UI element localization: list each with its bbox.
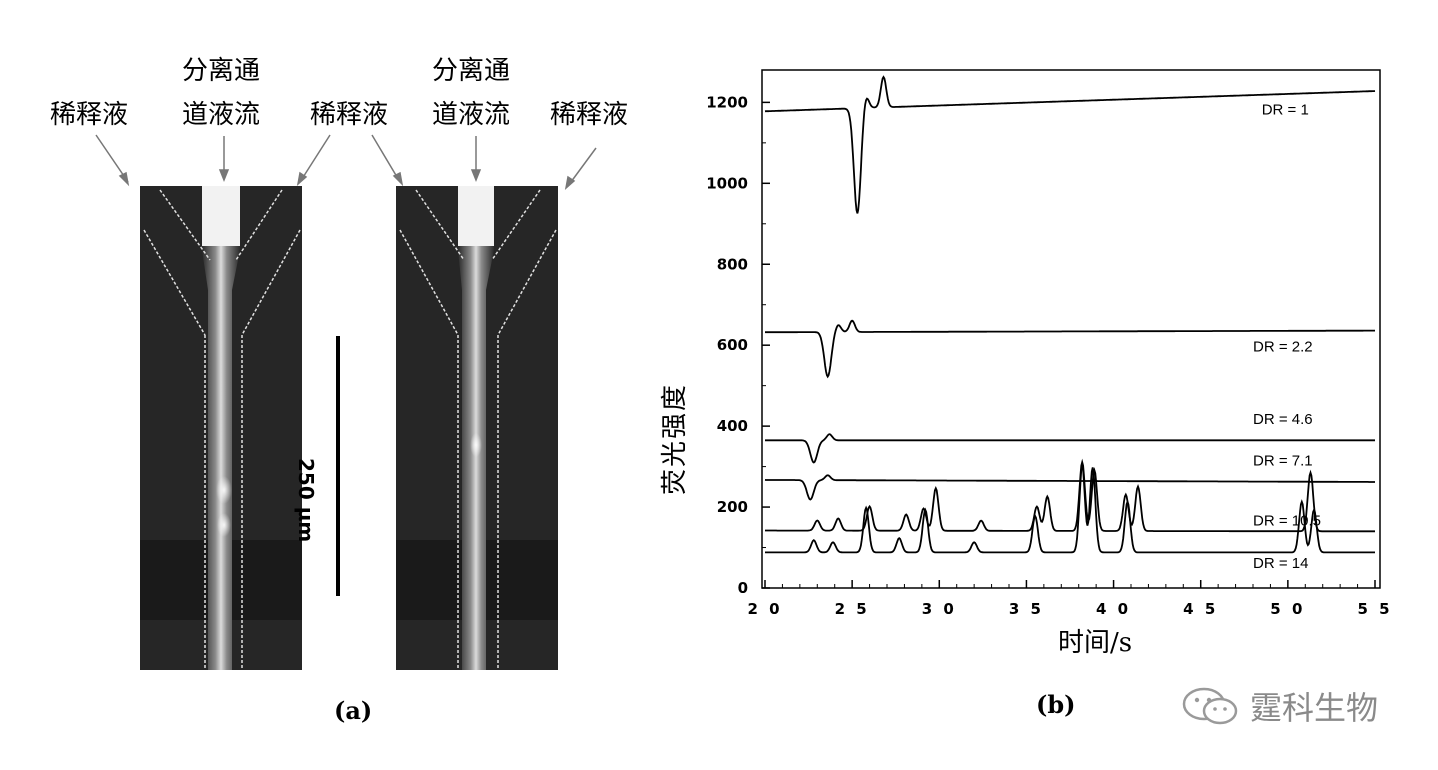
panel-a: 稀释液 分离通 道液流 稀释液 分离通 道液流 稀释液 250 µm (a): [0, 0, 700, 766]
x-tick-label: 2 5: [835, 600, 870, 618]
y-axis-ticks: 0 200 400 600 800 1000 1200: [706, 93, 770, 597]
fluorescence-chart: 0 200 400 600 800 1000 1200 2 0 2 5 3 0 3 5 4 0 4 5…: [706, 69, 1392, 618]
series-line: [765, 319, 1375, 379]
series-label: DR = 2.2: [1253, 338, 1313, 355]
x-tick-label: 3 5: [1009, 600, 1044, 618]
x-tick-label: 5 0: [1270, 600, 1305, 618]
left-channel-image: [140, 186, 302, 670]
series-line: [765, 465, 1375, 554]
series-line: [764, 474, 1375, 501]
label-diluent-left: 稀释液: [50, 100, 129, 130]
label-diluent-middle: 稀释液: [310, 100, 389, 130]
label-separation-stream-right-2: 道液流: [432, 100, 511, 130]
wechat-icon: [1182, 687, 1238, 725]
series-label: DR = 1: [1262, 102, 1309, 119]
panel-a-label: (a): [334, 696, 373, 725]
right-channel-image: [396, 186, 558, 670]
label-separation-stream-left-2: 道液流: [182, 100, 261, 130]
label-separation-stream-left-1: 分离通: [182, 56, 261, 86]
label-arrows: [95, 134, 597, 190]
channel-images: [95, 134, 597, 670]
y-axis-label: 荧光强度: [660, 382, 690, 495]
y-tick-label: 0: [738, 579, 748, 597]
panel-b: 0 200 400 600 800 1000 1200 2 0 2 5 3 0 3 5 4 0 4 5…: [640, 0, 1438, 766]
series-label: DR = 4.6: [1253, 411, 1313, 428]
series-line: [765, 433, 1375, 464]
plot-frame: [761, 69, 1381, 589]
series-label: DR = 7.1: [1253, 452, 1313, 469]
watermark: 霆科生物: [1180, 686, 1379, 727]
x-tick-label: 3 0: [922, 600, 957, 618]
series-labels: DR = 1 DR = 2.2 DR = 4.6 DR = 7.1 DR = 10.5 D…: [1253, 102, 1321, 572]
label-diluent-right: 稀释液: [550, 100, 629, 130]
x-axis-ticks: 2 0 2 5 3 0 3 5 4 0 4 5 5 0 5 5: [747, 580, 1392, 618]
x-tick-label: 4 0: [1096, 600, 1131, 618]
y-tick-label: 1200: [706, 93, 748, 111]
series-group: [764, 75, 1376, 554]
x-tick-label: 4 5: [1183, 600, 1218, 618]
watermark-text: 霆科生物: [1250, 689, 1379, 727]
series-label: DR = 10.5: [1253, 512, 1321, 529]
series-label: DR = 14: [1253, 555, 1308, 572]
label-separation-stream-right-1: 分离通: [432, 56, 511, 86]
x-tick-label: 5 5: [1357, 600, 1392, 618]
y-tick-label: 600: [717, 336, 748, 354]
series-line: [765, 458, 1375, 533]
x-axis-label: 时间/s: [1058, 628, 1133, 658]
scale-bar-label: 250 µm: [294, 458, 318, 543]
series-line: [764, 75, 1376, 214]
y-tick-label: 200: [717, 498, 748, 516]
y-tick-label: 1000: [706, 174, 748, 192]
panel-b-label: (b): [1036, 690, 1076, 719]
y-tick-label: 400: [717, 417, 748, 435]
y-tick-label: 800: [717, 255, 748, 273]
x-tick-label: 2 0: [747, 600, 782, 618]
